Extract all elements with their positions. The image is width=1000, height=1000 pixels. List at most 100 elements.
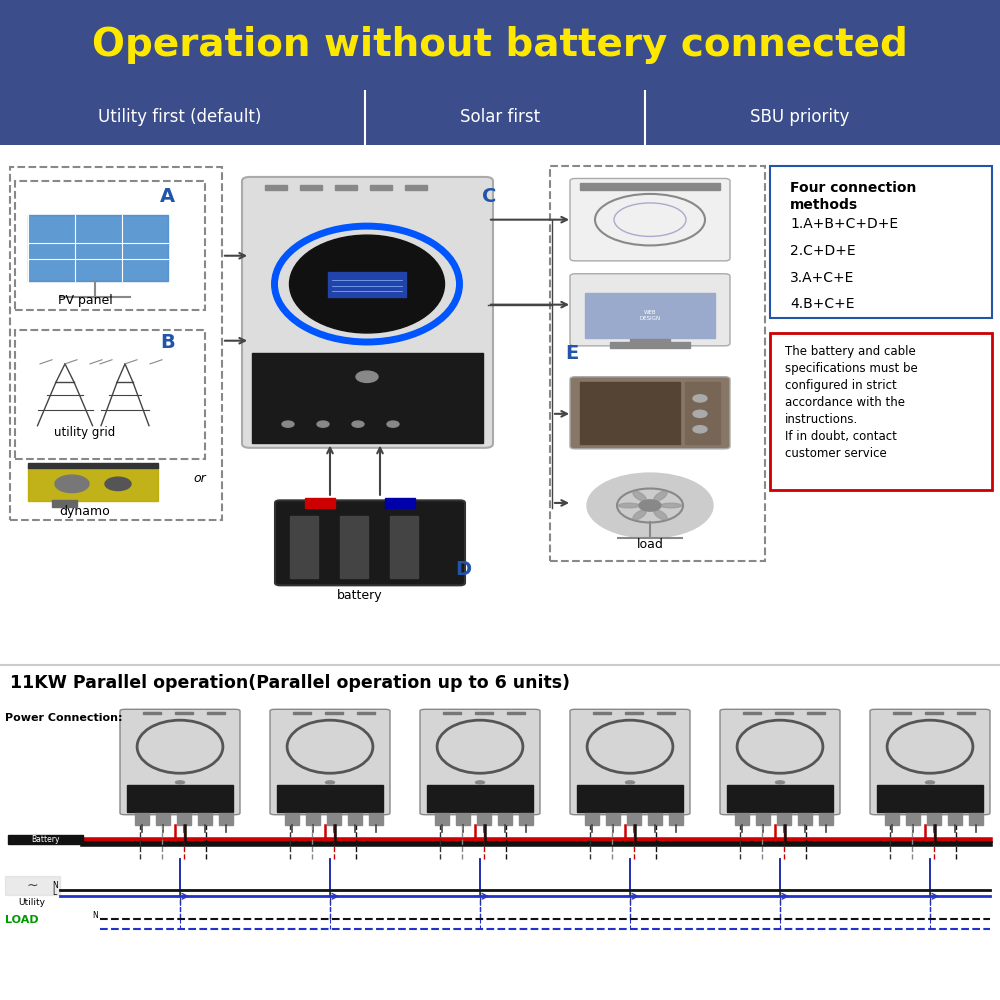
Bar (52, 500, 77, 507)
Text: Utility: Utility (18, 898, 46, 907)
Text: or: or (194, 472, 206, 485)
FancyBboxPatch shape (570, 274, 730, 346)
Bar (743, 712, 761, 714)
Bar (207, 712, 225, 714)
Circle shape (476, 781, 484, 784)
Bar (370, 185, 392, 190)
FancyBboxPatch shape (570, 709, 690, 815)
Ellipse shape (618, 503, 640, 508)
Ellipse shape (660, 503, 682, 508)
Text: 2.C+D+E: 2.C+D+E (790, 244, 856, 258)
Bar (807, 712, 825, 714)
Text: Operation without battery connected: Operation without battery connected (92, 26, 908, 64)
Bar (285, 813, 299, 825)
Bar (756, 813, 770, 825)
FancyBboxPatch shape (15, 330, 205, 459)
Circle shape (626, 781, 635, 784)
Bar (293, 712, 311, 714)
FancyBboxPatch shape (720, 709, 840, 815)
Text: L: L (52, 888, 56, 897)
Bar (585, 813, 599, 825)
Text: dynamo: dynamo (60, 505, 110, 518)
Bar (630, 339, 670, 343)
Bar (5, 876, 60, 895)
Bar (477, 813, 491, 825)
Bar (357, 712, 375, 714)
Bar (177, 813, 191, 825)
FancyBboxPatch shape (242, 177, 493, 448)
Bar (627, 813, 641, 825)
Bar (306, 813, 320, 825)
Bar (219, 813, 233, 825)
Text: 3.A+C+E: 3.A+C+E (790, 271, 854, 285)
Bar (369, 813, 383, 825)
Circle shape (326, 781, 334, 784)
Bar (685, 382, 720, 444)
Text: WEB
DESIGN: WEB DESIGN (639, 310, 661, 321)
Circle shape (55, 475, 89, 493)
Bar (28, 466, 158, 501)
Bar (456, 813, 470, 825)
Circle shape (776, 781, 784, 784)
Bar (348, 813, 362, 825)
Text: LOAD: LOAD (5, 915, 39, 925)
Bar (948, 813, 962, 825)
Text: Battery: Battery (31, 835, 59, 844)
Bar (625, 712, 643, 714)
Text: Power Connection:: Power Connection: (5, 713, 122, 723)
Ellipse shape (290, 235, 444, 333)
Bar (435, 813, 449, 825)
Bar (580, 382, 680, 444)
Bar (877, 785, 983, 812)
FancyBboxPatch shape (570, 178, 730, 261)
Bar (519, 813, 533, 825)
Bar (8, 835, 83, 844)
Text: E: E (565, 344, 578, 363)
Bar (175, 712, 193, 714)
Bar (340, 516, 368, 578)
Bar (727, 785, 833, 812)
Ellipse shape (633, 510, 646, 520)
Bar (327, 813, 341, 825)
Text: load: load (637, 538, 663, 551)
Circle shape (387, 421, 399, 427)
FancyBboxPatch shape (570, 377, 730, 449)
Circle shape (356, 371, 378, 382)
Bar (443, 712, 461, 714)
Bar (300, 185, 322, 190)
Bar (648, 813, 662, 825)
Text: 11KW Parallel operation(Parallel operation up to 6 units): 11KW Parallel operation(Parallel operati… (10, 674, 570, 692)
Bar (252, 353, 483, 443)
Bar (775, 712, 793, 714)
Bar (957, 712, 975, 714)
Text: N: N (52, 881, 58, 890)
FancyBboxPatch shape (275, 500, 465, 585)
Bar (143, 712, 161, 714)
Circle shape (352, 421, 364, 427)
Bar (127, 785, 233, 812)
Text: A: A (160, 187, 175, 206)
Bar (475, 712, 493, 714)
Bar (893, 712, 911, 714)
Bar (328, 272, 406, 297)
Bar (427, 785, 533, 812)
Bar (610, 342, 690, 348)
FancyBboxPatch shape (15, 181, 205, 310)
Bar (290, 516, 318, 578)
Text: B: B (160, 333, 175, 352)
Bar (777, 813, 791, 825)
Bar (335, 185, 357, 190)
Bar (198, 813, 212, 825)
Circle shape (693, 395, 707, 402)
Bar (507, 712, 525, 714)
FancyBboxPatch shape (870, 709, 990, 815)
Bar (580, 183, 720, 190)
Bar (405, 185, 427, 190)
Text: 4.B+C+E: 4.B+C+E (790, 297, 854, 311)
Text: SBU priority: SBU priority (750, 108, 850, 126)
Circle shape (282, 421, 294, 427)
Circle shape (587, 473, 713, 538)
Bar (606, 813, 620, 825)
Text: battery: battery (337, 589, 383, 602)
FancyBboxPatch shape (420, 709, 540, 815)
